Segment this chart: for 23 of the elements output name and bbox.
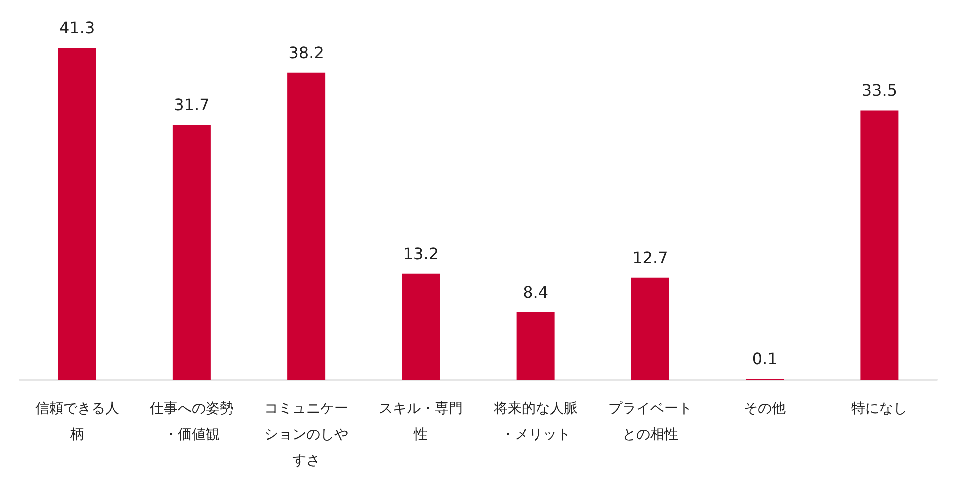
data-label: 12.7 — [632, 248, 668, 268]
x-tick-label: コミュニケーションのしやすさ — [264, 401, 349, 469]
bar — [402, 274, 440, 380]
bar — [288, 72, 326, 380]
bar — [860, 110, 899, 380]
bar — [58, 48, 96, 380]
bar — [172, 125, 211, 380]
x-tick-label: 将来的な人脈・メリット — [492, 401, 578, 443]
x-tick-label: スキル・専門性 — [379, 401, 464, 443]
x-tick-label: プライベートとの相性 — [608, 401, 692, 443]
data-label: 13.2 — [403, 244, 439, 264]
data-label: 31.7 — [174, 96, 210, 115]
x-tick-label: 仕事への姿勢・価値観 — [148, 401, 234, 443]
bar — [631, 278, 670, 380]
x-tick-label: その他 — [744, 401, 786, 417]
data-label: 8.4 — [523, 282, 549, 302]
x-tick-label: 特になし — [852, 401, 908, 417]
data-label: 41.3 — [60, 18, 96, 38]
data-label: 38.2 — [288, 43, 324, 62]
bar — [516, 312, 555, 380]
data-label: 33.5 — [862, 81, 898, 100]
data-label: 0.1 — [752, 350, 778, 369]
x-tick-label: 信頼できる人柄 — [35, 401, 120, 443]
